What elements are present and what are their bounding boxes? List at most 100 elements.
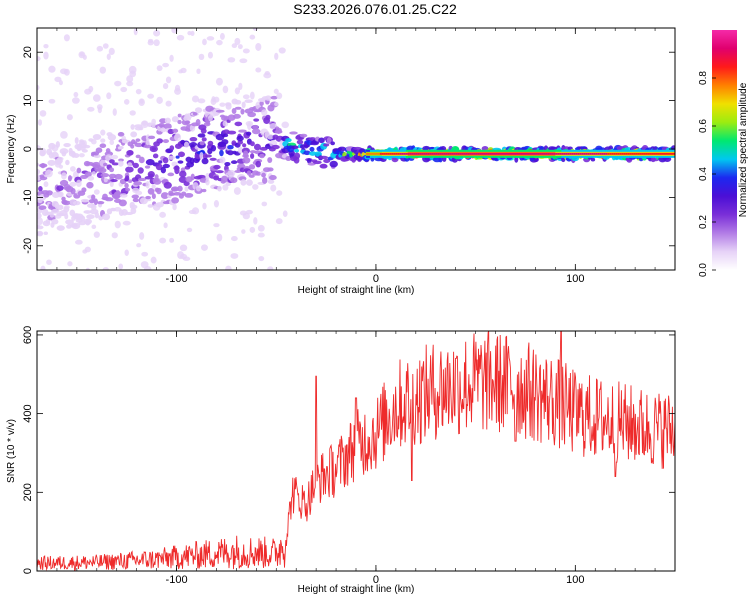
spectrogram-cell	[220, 175, 229, 183]
spectrogram-cell	[153, 29, 161, 37]
spectrogram-cell	[471, 152, 474, 155]
snr-series-line	[37, 331, 675, 571]
spectrogram-cell	[643, 152, 646, 155]
spectrogram-cell	[234, 106, 242, 110]
spectrogram-cell	[234, 99, 242, 105]
spectrogram-cell	[577, 152, 580, 155]
spectrogram-cell	[255, 67, 262, 73]
spectrogram-cell	[83, 144, 91, 149]
spectrogram-cell	[329, 160, 338, 168]
spectrogram-cell	[152, 153, 159, 159]
spectrogram-cell	[136, 243, 142, 248]
spectrogram-cell	[539, 152, 542, 155]
spectrogram-cell	[133, 28, 138, 36]
spectrogram-cell	[397, 152, 401, 155]
spectrogram-cell	[132, 198, 140, 203]
spectrogram-x-ticks: -100 0 100	[36, 28, 676, 285]
spectrogram-cell	[501, 152, 504, 155]
spectrogram-cell	[625, 152, 628, 155]
spectrogram-cell	[84, 171, 92, 178]
spectrogram-cell	[37, 217, 44, 226]
spectrogram-cell	[237, 44, 243, 50]
spectrogram-cell	[379, 152, 383, 155]
spectrogram-cell	[236, 135, 244, 142]
snr-y-tick-label: 400	[22, 404, 34, 422]
spectrogram-cell	[248, 174, 255, 178]
spectrogram-cell	[155, 163, 163, 171]
spectrogram-cell	[63, 68, 70, 76]
spectrogram-cell	[96, 104, 103, 110]
spectrogram-cell	[169, 54, 174, 62]
spectrogram-cell	[125, 175, 130, 182]
spectrogram-cell	[177, 185, 183, 192]
spectrogram-cell	[179, 170, 187, 178]
spectrogram-cell	[118, 146, 124, 150]
spectrogram-cell	[153, 39, 160, 47]
spectrogram-cell	[310, 140, 320, 145]
spectrogram-cell	[168, 155, 176, 160]
spectrogram-cell	[323, 143, 330, 147]
spectrogram-cell	[160, 192, 169, 200]
spectrogram-cell	[255, 171, 262, 176]
spectrogram-cell	[219, 156, 226, 164]
spectrogram-cell	[449, 152, 452, 155]
spectrogram-cell	[87, 175, 95, 181]
spectrogram-cell	[589, 152, 592, 155]
spectrogram-cell	[443, 152, 446, 155]
spectrogram-cell	[177, 160, 184, 164]
spectrogram-cell	[525, 152, 528, 155]
spectrogram-cell	[435, 152, 438, 155]
spectrogram-cell	[413, 152, 417, 155]
spectrogram-cell	[230, 160, 238, 165]
spectrogram-cell	[273, 88, 279, 94]
spectrogram-cell	[197, 133, 206, 138]
spectrogram-cell	[86, 214, 95, 220]
spectrogram-cell	[447, 152, 450, 155]
spectrogram-cell	[591, 152, 594, 155]
spectrogram-cell	[138, 156, 145, 164]
spectrogram-cell	[156, 65, 163, 72]
spectrogram-cell	[263, 117, 271, 125]
spectrogram-cell	[43, 231, 48, 236]
spectrogram-cell	[71, 97, 80, 104]
spectrogram-cell	[245, 131, 252, 136]
spectrogram-cell	[201, 157, 209, 165]
spectrogram-cell	[673, 152, 675, 155]
spectrogram-cell	[205, 178, 210, 186]
spectrogram-cell	[429, 152, 432, 155]
spectrogram-cell	[93, 198, 98, 205]
spectrogram-cell	[509, 152, 512, 155]
spectrogram-cell	[267, 167, 274, 172]
spectrogram-cell	[240, 179, 247, 186]
spectrogram-cell	[69, 181, 77, 187]
spectrogram-cell	[125, 166, 134, 173]
spectrogram-cell	[593, 152, 596, 155]
snr-y-ticks: 0 200 400 600	[22, 326, 675, 574]
spectrogram-cell	[290, 145, 299, 150]
spectrogram-cell	[227, 130, 237, 135]
spectrogram-cell	[169, 145, 175, 151]
spectrogram-cell	[64, 213, 69, 220]
spectrogram-cell	[135, 154, 141, 159]
spectrogram-cell	[619, 152, 622, 155]
spectrogram-cell	[595, 152, 598, 155]
spectrogram-cell	[278, 47, 286, 54]
spectrogram-cell	[190, 30, 195, 36]
spectrogram-cell	[56, 225, 65, 231]
spectrogram-cell	[403, 152, 407, 155]
spectrogram-cell	[127, 162, 133, 168]
spectrogram-cell	[198, 53, 205, 61]
snr-x-tick-label: 0	[373, 574, 379, 586]
spectrogram-cell	[118, 263, 124, 270]
spectrogram-cell	[268, 175, 277, 181]
spectrogram-cell	[156, 138, 164, 144]
spectrogram-cell	[40, 265, 46, 270]
spectrogram-cell	[445, 152, 448, 155]
spectrogram-cell	[545, 152, 548, 155]
spectrogram-cell	[175, 155, 180, 159]
spectrogram-cell	[173, 165, 180, 171]
spectrogram-cell	[38, 205, 47, 210]
spectrogram-cell	[86, 181, 94, 189]
spectrogram-cell	[635, 152, 638, 155]
